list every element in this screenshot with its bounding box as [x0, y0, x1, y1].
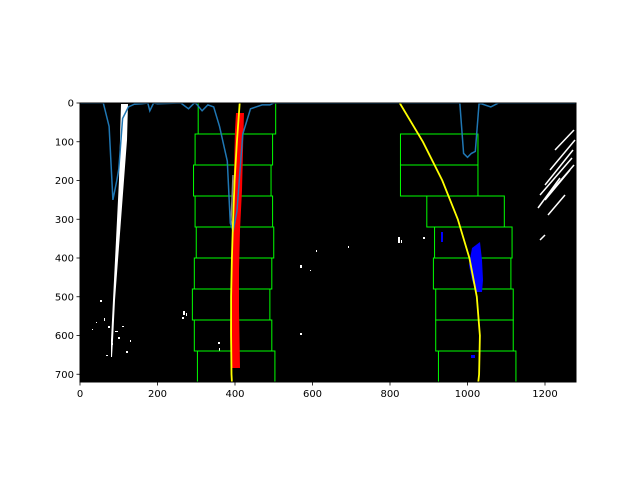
right-lane-blue-speck	[441, 232, 443, 242]
x-axis: 0 200 400 600 800 1000 1200	[77, 382, 558, 400]
y-tick-label: 0	[68, 99, 74, 110]
left-lane-red-band	[230, 113, 244, 368]
x-tick-label: 0	[77, 389, 83, 400]
histogram	[80, 103, 576, 234]
x-tick-label: 600	[303, 389, 322, 400]
left-white-lane-line	[111, 104, 128, 357]
y-tick-label: 400	[55, 254, 74, 265]
right-lane-blue-speck	[471, 355, 475, 358]
right-lane-blue-blob	[469, 242, 483, 292]
x-tick-label: 1000	[455, 389, 480, 400]
polynomial-fits	[230, 103, 481, 382]
x-tick-label: 200	[148, 389, 167, 400]
y-tick-label: 100	[55, 137, 74, 148]
right-fit-curve	[398, 103, 481, 382]
left-lane-gray-trace	[230, 174, 234, 226]
binary-pixels	[92, 104, 576, 357]
left-speckles	[92, 237, 425, 356]
histogram-line	[80, 103, 576, 234]
x-tick-label: 400	[225, 389, 244, 400]
left-fit-curve	[230, 103, 241, 382]
plot-area	[80, 103, 576, 382]
x-tick-label: 1200	[532, 389, 557, 400]
axes-frame	[79, 102, 577, 383]
y-axis: 0 100 200 300 400 500 600 700	[55, 99, 80, 381]
y-tick-label: 700	[55, 370, 74, 381]
y-tick-label: 600	[55, 331, 74, 342]
right-window-box	[437, 350, 517, 382]
x-tick-label: 800	[380, 389, 399, 400]
right-white-streaks	[537, 129, 576, 241]
y-tick-label: 500	[55, 292, 74, 303]
right-lane-pixels	[441, 232, 483, 358]
y-tick-label: 300	[55, 215, 74, 226]
y-tick-label: 200	[55, 176, 74, 187]
